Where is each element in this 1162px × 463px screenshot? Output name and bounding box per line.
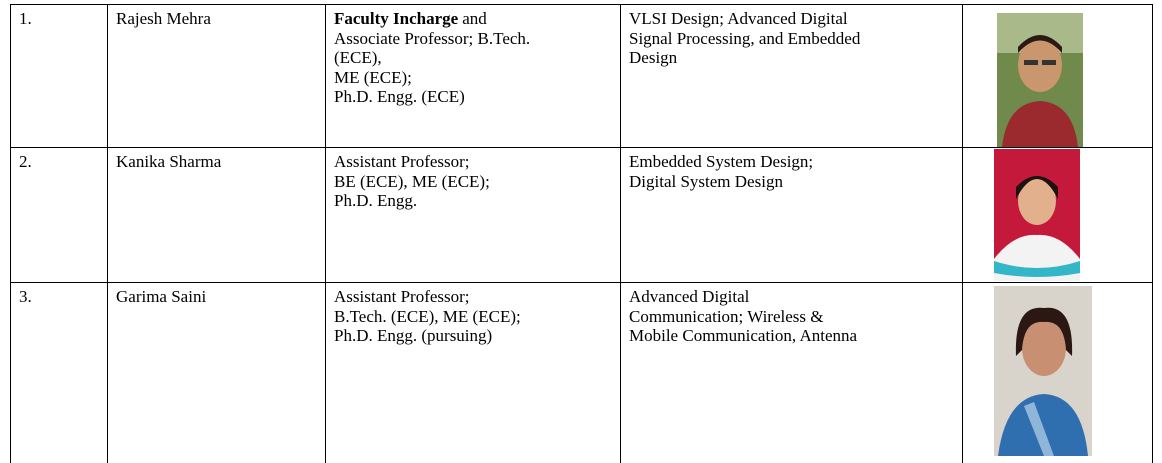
name: Rajesh Mehra	[107, 4, 326, 148]
text: Communication; Wireless &	[629, 306, 824, 326]
designation: Faculty Incharge and Associate Professor;…	[325, 4, 621, 148]
text: Ph.D. Engg.	[334, 191, 418, 210]
row: 3. Garima Saini Assistant Professor; B.T…	[10, 282, 1153, 463]
name: Kanika Sharma	[107, 147, 326, 283]
serial: 1.	[10, 4, 108, 148]
text: Advanced Digital	[629, 287, 750, 306]
text: BE (ECE), ME (ECE);	[334, 171, 490, 191]
text: Digital System Design	[629, 171, 783, 191]
faculty-table: 1. Rajesh Mehra Faculty Incharge and Asso…	[10, 4, 1153, 463]
photo	[997, 13, 1083, 147]
photo	[994, 286, 1092, 456]
specialization: Embedded System Design; Digital System D…	[620, 147, 963, 283]
text: ME (ECE);	[334, 67, 412, 87]
text: Assistant Professor;	[334, 287, 470, 306]
text: Assistant Professor;	[334, 152, 470, 171]
specialization: VLSI Design; Advanced Digital Signal Pro…	[620, 4, 963, 148]
photo-cell	[962, 282, 1153, 463]
serial: 3.	[10, 282, 108, 463]
photo	[994, 149, 1080, 281]
photo-cell	[962, 147, 1153, 283]
designation: Assistant Professor; BE (ECE), ME (ECE);…	[325, 147, 621, 283]
serial: 2.	[10, 147, 108, 283]
text: and	[462, 9, 487, 28]
text: Signal Processing, and Embedded	[629, 28, 861, 48]
text: Associate Professor; B.Tech.	[334, 28, 531, 48]
text: (ECE),	[334, 48, 382, 67]
designation: Assistant Professor; B.Tech. (ECE), ME (…	[325, 282, 621, 463]
name: Garima Saini	[107, 282, 326, 463]
text: Ph.D. Engg. (ECE)	[334, 87, 465, 106]
text: Mobile Communication, Antenna	[629, 326, 858, 345]
text: Design	[629, 48, 678, 67]
specialization: Advanced Digital Communication; Wireless…	[620, 282, 963, 463]
photo-cell	[962, 4, 1153, 148]
role: Faculty Incharge	[334, 9, 459, 28]
text: Ph.D. Engg. (pursuing)	[334, 326, 493, 345]
text: B.Tech. (ECE), ME (ECE);	[334, 306, 521, 326]
text: VLSI Design; Advanced Digital	[629, 9, 848, 28]
row: 2. Kanika Sharma Assistant Professor; BE…	[10, 147, 1153, 283]
text: Embedded System Design;	[629, 152, 814, 171]
row: 1. Rajesh Mehra Faculty Incharge and Asso…	[10, 4, 1153, 148]
